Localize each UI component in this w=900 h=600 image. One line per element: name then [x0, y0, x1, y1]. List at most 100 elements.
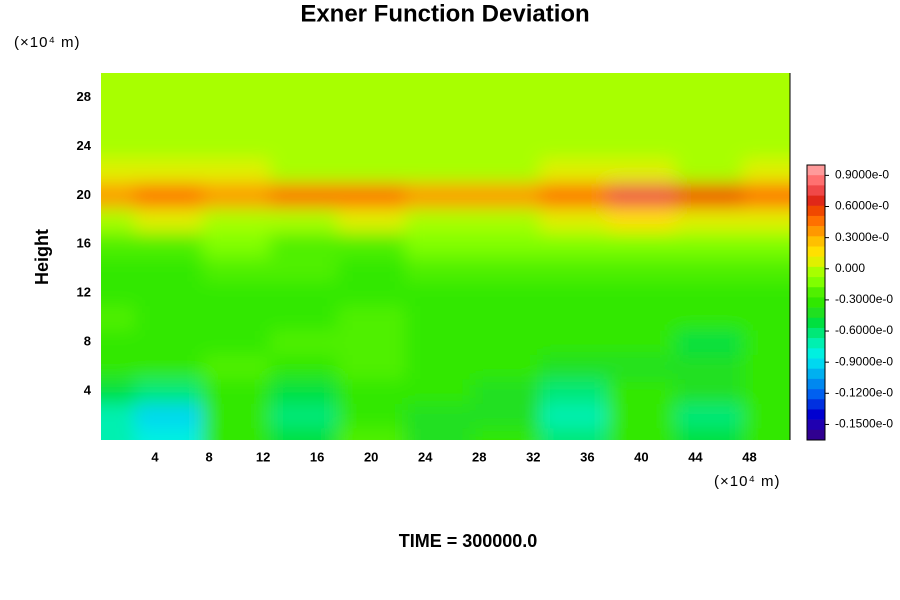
field-cell [202, 134, 271, 160]
field-cell [134, 427, 203, 440]
x-tick-label: 28 [472, 449, 486, 464]
field-cell [101, 207, 136, 233]
y-tick-label: 28 [77, 89, 91, 104]
field-cell [202, 232, 271, 257]
field-cell [134, 73, 203, 86]
field-cell [675, 305, 744, 331]
field-cell [269, 403, 338, 429]
field-cell [607, 427, 676, 440]
field-cell [607, 134, 676, 160]
field-cell [540, 232, 609, 257]
field-cell [101, 134, 136, 160]
field-cell [540, 73, 609, 86]
colorbar-band [807, 256, 825, 268]
colorbar-band [807, 246, 825, 257]
field-cell [540, 207, 609, 233]
field-cell [404, 329, 474, 355]
colorbar-band [807, 348, 825, 359]
field-cell [404, 403, 474, 429]
x-tick-label: 12 [256, 449, 270, 464]
field-cell [101, 85, 136, 111]
field-cell [607, 378, 676, 404]
field-cell [742, 183, 790, 209]
field-cell [742, 256, 790, 282]
y-unit: (×10⁴ m) [14, 34, 81, 51]
y-tick-label: 24 [77, 138, 92, 153]
field-cell [742, 354, 790, 380]
colorbar-band [807, 409, 825, 420]
contour-field [101, 73, 790, 440]
field-cell [404, 73, 474, 86]
colorbar-label: -0.3000e-0 [835, 292, 893, 306]
field-cell [607, 207, 676, 233]
colorbar-band [807, 165, 825, 176]
field-cell [337, 158, 406, 184]
field-cell [101, 305, 136, 331]
field-cell [134, 403, 203, 429]
field-cell [540, 378, 609, 404]
field-cell [134, 85, 203, 111]
field-cell [404, 256, 474, 282]
field-cell [269, 280, 338, 306]
field-cell [607, 85, 676, 111]
field-cell [540, 280, 609, 306]
field-cell [337, 280, 406, 306]
field-cell [269, 85, 338, 111]
x-tick-label: 44 [688, 449, 703, 464]
field-cell [675, 73, 744, 86]
field-cell [472, 305, 541, 331]
field-cell [607, 109, 676, 135]
field-cell [607, 73, 676, 86]
field-cell [472, 207, 541, 233]
field-cell [472, 403, 541, 429]
field-cell [404, 378, 474, 404]
colorbar-band [807, 338, 825, 349]
field-cell [269, 354, 338, 380]
colorbar-band [807, 368, 825, 380]
colorbar-band [807, 327, 825, 339]
field-cell [202, 280, 271, 306]
colorbar-band [807, 226, 825, 237]
colorbar-band [807, 389, 825, 400]
field-cell [202, 183, 271, 209]
field-cell [269, 232, 338, 257]
field-cell [540, 354, 609, 380]
field-cell [675, 183, 744, 209]
field-cell [337, 354, 406, 380]
field-cell [607, 354, 676, 380]
colorbar-band [807, 195, 825, 207]
field-cell [742, 73, 790, 86]
field-cell [675, 427, 744, 440]
colorbar-band [807, 287, 825, 298]
field-cell [202, 427, 271, 440]
colorbar-band [807, 297, 825, 308]
field-cell [540, 256, 609, 282]
field-cell [472, 109, 541, 135]
field-cell [202, 85, 271, 111]
field-cell [269, 158, 338, 184]
colorbar-label: -0.9000e-0 [835, 354, 893, 368]
y-axis-label: Height [32, 229, 52, 285]
field-cell [101, 232, 136, 257]
colorbar-label: 0.9000e-0 [835, 168, 889, 182]
field-cell [134, 183, 203, 209]
field-cell [269, 256, 338, 282]
field-cell [134, 109, 203, 135]
field-cell [134, 354, 203, 380]
field-cell [540, 403, 609, 429]
field-cell [472, 73, 541, 86]
field-cell [540, 305, 609, 331]
colorbar-band [807, 378, 825, 390]
field-cell [675, 280, 744, 306]
field-cell [404, 232, 474, 257]
field-cell [675, 109, 744, 135]
field-cell [675, 403, 744, 429]
colorbar-band [807, 215, 825, 227]
field-cell [337, 232, 406, 257]
field-cell [269, 378, 338, 404]
x-tick-label: 48 [742, 449, 756, 464]
field-cell [607, 256, 676, 282]
field-cell [472, 158, 541, 184]
field-cell [134, 280, 203, 306]
colorbar-label: -0.1500e-0 [835, 417, 893, 431]
